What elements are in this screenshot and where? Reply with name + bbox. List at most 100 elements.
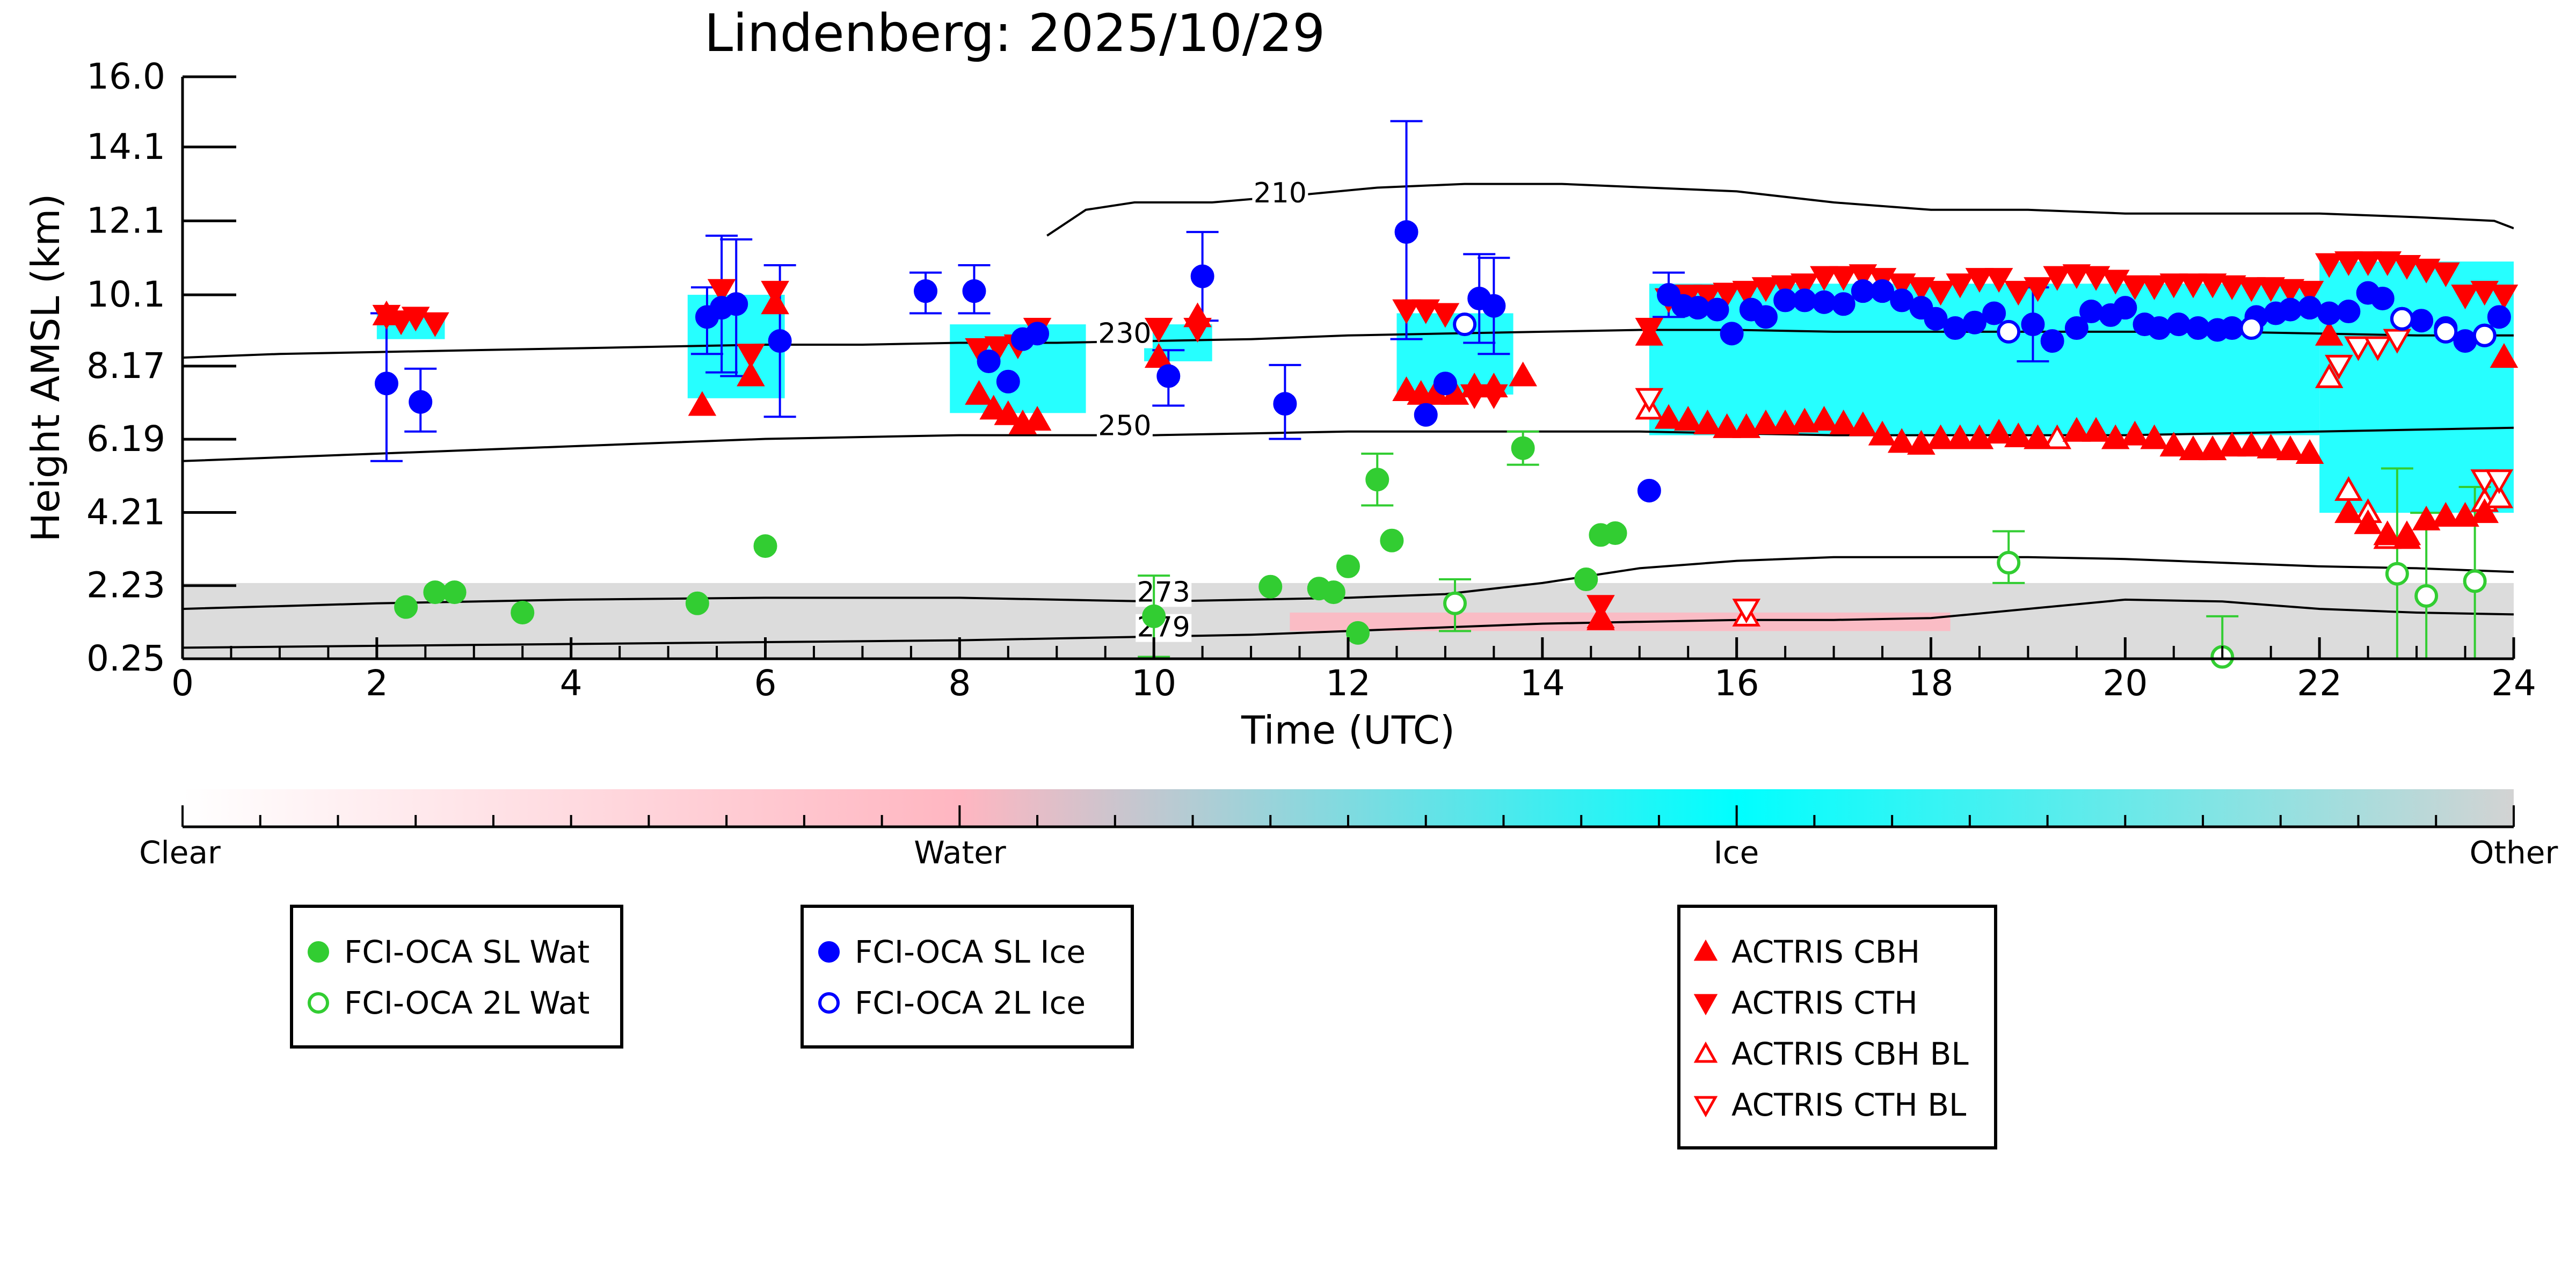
marker-actris-cbh [1887, 428, 1916, 453]
marker-fci-oca-sl-ice [2298, 296, 2322, 320]
marker-actris-cth [1965, 268, 1994, 293]
legend-marker-actris-cbh [1693, 939, 1718, 961]
marker-actris-cbh [2373, 520, 2402, 545]
marker-actris-cth [1946, 273, 1975, 299]
marker-fci-oca-sl-ice [1982, 301, 2006, 325]
marker-actris-cth [984, 336, 1013, 361]
legend-label: FCI-OCA 2L Ice [855, 985, 1086, 1021]
marker-actris-cbh [2470, 498, 2499, 523]
marker-fci-oca-sl-ice [2147, 316, 2171, 340]
marker-actris-cth [2295, 281, 2324, 306]
legend-actris-frame [1677, 905, 1997, 1149]
legend-label: FCI-OCA SL Ice [855, 934, 1086, 970]
marker-actris-cth [1829, 266, 1858, 291]
y-tick-label: 2.23 [86, 565, 165, 606]
marker-fci-oca-sl-ice [1720, 322, 1744, 346]
x-tick-label: 0 [171, 663, 194, 704]
marker-fci-oca-2l-ice [2472, 323, 2497, 347]
marker-fci-oca-2l-ice [2390, 307, 2414, 331]
legend-marker-fci-oca-2l-wat [308, 992, 329, 1014]
marker-fci-oca-sl-ice [977, 349, 1001, 373]
marker-actris-cth-bl [1635, 388, 1664, 413]
marker-actris-cbh [979, 395, 1008, 420]
marker-actris-cth [2432, 262, 2460, 287]
marker-fci-oca-sl-ice [2453, 329, 2477, 353]
legends: FCI-OCA SL Wat FCI-OCA 2L Wat FCI-OCA SL I… [290, 905, 1997, 1149]
marker-fci-oca-sl-wat [423, 580, 447, 605]
legend-label: FCI-OCA 2L Wat [344, 985, 590, 1021]
legend-ice-frame [801, 905, 1134, 1049]
marker-actris-cth [2179, 273, 2208, 299]
marker-fci-oca-2l-wat [1997, 551, 2021, 575]
marker-fci-oca-sl-wat [685, 591, 709, 615]
marker-actris-cbh [2140, 424, 2169, 449]
marker-actris-cth [1144, 318, 1173, 343]
marker-actris-cbh [2004, 423, 2033, 448]
marker-fci-oca-sl-ice [1793, 288, 1817, 312]
marker-actris-cth-bl [1732, 599, 1761, 624]
marker-fci-oca-sl-ice [2079, 300, 2104, 324]
contour-label-bg-250 [1096, 412, 1153, 441]
marker-actris-cbh [737, 361, 765, 387]
marker-fci-oca-sl-wat [753, 534, 777, 558]
marker-fci-oca-sl-ice [1686, 296, 1710, 320]
marker-actris-cth [1713, 282, 1741, 308]
marker-actris-cbh [1829, 409, 1858, 434]
y-tick-label: 6.19 [86, 418, 165, 460]
marker-actris-cth [1392, 299, 1421, 324]
marker-actris-cth [387, 310, 416, 336]
marker-actris-cth [2276, 279, 2305, 304]
marker-fci-oca-sl-wat [1511, 436, 1535, 460]
marker-actris-cth [1887, 273, 1916, 299]
marker-actris-cbh [1392, 376, 1421, 402]
marker-actris-cbh [994, 400, 1023, 425]
marker-fci-oca-2l-wat [1443, 591, 1467, 615]
marker-actris-cbh [2159, 432, 2188, 457]
marker-actris-cth [1849, 264, 1878, 289]
marker-fci-oca-sl-ice [1943, 316, 1967, 340]
marker-fci-oca-sl-ice [1190, 264, 1214, 288]
marker-actris-cbh [2412, 505, 2441, 530]
contour-210 [1046, 183, 2514, 237]
marker-fci-oca-sl-ice [2337, 300, 2361, 324]
marker-actris-cth [2004, 281, 2033, 306]
y-tick-label: 16.0 [86, 56, 165, 97]
marker-fci-oca-sl-ice [1753, 305, 1778, 329]
marker-fci-oca-sl-wat [1258, 574, 1283, 599]
marker-fci-oca-sl-ice [1890, 288, 1914, 312]
marker-actris-cbh [1771, 409, 1800, 434]
marker-actris-cth [2198, 273, 2227, 299]
marker-actris-cth [1460, 384, 1489, 409]
marker-fci-oca-sl-wat [1603, 521, 1627, 545]
legend-ice: FCI-OCA SL Ice FCI-OCA 2L Ice [801, 905, 1134, 1049]
marker-actris-cbh [2295, 439, 2324, 464]
marker-fci-oca-sl-ice [1705, 297, 1729, 322]
marker-fci-oca-sl-ice [374, 372, 398, 396]
legend-marker-actris-cth [1693, 994, 1718, 1016]
marker-actris-cbh [1713, 413, 1741, 438]
marker-fci-oca-sl-wat [1380, 528, 1404, 552]
contour-label-273: 273 [1137, 576, 1190, 608]
marker-actris-cth [2043, 266, 2071, 291]
legend-label: ACTRIS CTH [1731, 985, 1918, 1021]
marker-actris-cbh [2024, 424, 2052, 449]
marker-actris-cth [421, 312, 449, 337]
marker-actris-cth [2082, 266, 2111, 291]
marker-actris-cbh [1946, 424, 1975, 449]
legend-label: ACTRIS CTH BL [1731, 1087, 1966, 1123]
marker-actris-cbh [2179, 435, 2208, 461]
marker-fci-oca-sl-ice [914, 279, 938, 303]
marker-fci-oca-sl-ice [2186, 316, 2210, 340]
marker-actris-cbh [1751, 409, 1780, 434]
marker-actris-cth [1431, 303, 1460, 328]
contour-label-bg-230 [1096, 320, 1153, 348]
marker-actris-cth [2140, 275, 2169, 300]
marker-actris-cbh [2315, 321, 2344, 346]
contour-label-210: 210 [1254, 177, 1307, 209]
marker-actris-cth [2490, 285, 2519, 310]
marker-fci-oca-sl-ice [2040, 329, 2064, 353]
marker-fci-oca-sl-ice [1851, 279, 1875, 303]
marker-fci-oca-2l-wat [2414, 584, 2439, 608]
colorbar-label-clear: Clear [139, 834, 221, 871]
marker-actris-cth-bl [2383, 329, 2412, 354]
